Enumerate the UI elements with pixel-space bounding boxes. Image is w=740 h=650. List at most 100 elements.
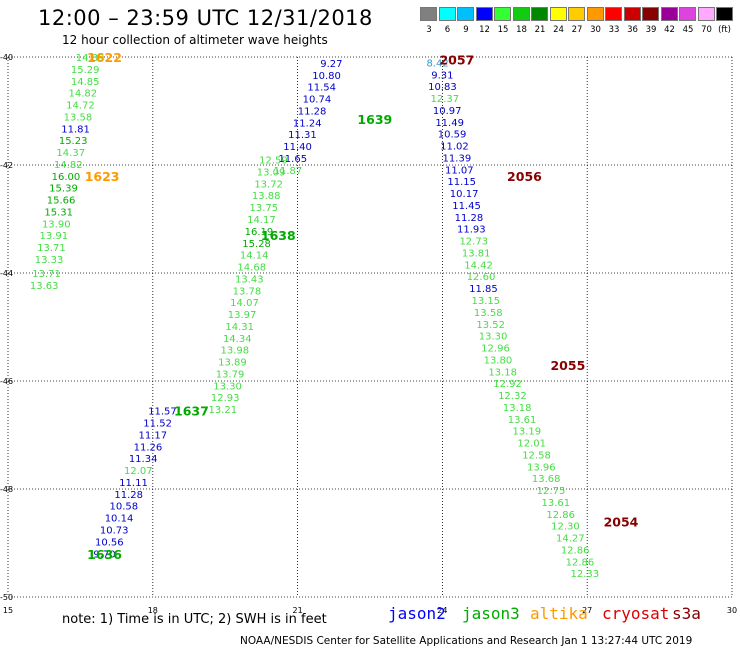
data-label: 11.54 xyxy=(307,83,336,94)
data-label: 13.18 xyxy=(488,367,517,378)
x-tick-label: 30 xyxy=(727,606,737,615)
satellite-jason2: jason2 xyxy=(388,604,446,623)
data-label: 15.31 xyxy=(44,207,73,218)
colorbar-swatch xyxy=(549,7,567,21)
data-label: 13.72 xyxy=(254,179,283,190)
data-label: 11.02 xyxy=(440,142,469,153)
colorbar-label: 30 xyxy=(590,25,601,35)
data-label: 11.28 xyxy=(114,490,143,501)
data-label: 15.29 xyxy=(71,65,100,76)
data-label: 11.93 xyxy=(457,225,486,236)
colorbar-unit: (ft) xyxy=(718,25,731,35)
data-label: 11.45 xyxy=(452,201,481,212)
data-label: 13.18 xyxy=(503,403,532,414)
data-label: 15.28 xyxy=(242,239,271,250)
data-label: 11.57 xyxy=(148,407,177,418)
data-label: 14.14 xyxy=(240,251,269,262)
pass-time-label: 2055 xyxy=(550,358,585,373)
data-label: 12.01 xyxy=(517,439,546,450)
colorbar-label: 33 xyxy=(608,25,620,35)
data-label: 12.73 xyxy=(459,237,488,248)
y-tick-label: -50 xyxy=(0,593,13,602)
data-label: 14.17 xyxy=(247,215,276,226)
data-label: 11.07 xyxy=(445,165,474,176)
x-tick-label: 21 xyxy=(293,606,303,615)
data-label: 12.59 xyxy=(259,156,288,167)
data-label: 14.82 xyxy=(54,160,83,171)
x-tick-label: 18 xyxy=(148,606,158,615)
data-label: 10.83 xyxy=(428,82,457,93)
data-label: 10.58 xyxy=(110,502,139,513)
pass-time-label: 1636 xyxy=(87,547,122,562)
data-label: 11.52 xyxy=(143,419,172,430)
data-label: 13.15 xyxy=(472,296,501,307)
data-label: 13.61 xyxy=(542,498,571,509)
data-label: 12.86 xyxy=(546,510,575,521)
pass-time-label: 1639 xyxy=(357,112,392,127)
data-label: 13.88 xyxy=(252,191,281,202)
pass-time-label: 2057 xyxy=(439,53,474,68)
satellite-s3a: s3a xyxy=(672,604,701,623)
data-label: 11.39 xyxy=(443,153,472,164)
data-label: 13.90 xyxy=(42,219,71,230)
data-label: 12.86 xyxy=(566,557,595,568)
data-label: 13.21 xyxy=(208,405,237,416)
data-label: 10.73 xyxy=(100,526,129,537)
data-label: 13.96 xyxy=(527,462,556,473)
data-label: 12.96 xyxy=(481,344,510,355)
data-label: 12.33 xyxy=(570,569,599,580)
data-label: 9.70 xyxy=(93,549,115,560)
data-label: 11.24 xyxy=(293,118,322,129)
data-label: 11.85 xyxy=(469,284,498,295)
colorbar-swatch xyxy=(438,7,456,21)
colorbar-swatch xyxy=(512,7,530,21)
data-label: 13.89 xyxy=(218,358,247,369)
colorbar-swatch xyxy=(586,7,604,21)
data-label: 10.97 xyxy=(433,106,462,117)
data-label: 13.63 xyxy=(30,281,59,292)
data-label: 8.42 xyxy=(426,58,448,69)
colorbar-label: 24 xyxy=(553,25,564,35)
colorbar-swatch xyxy=(642,7,659,21)
colorbar-label: 9 xyxy=(463,25,469,35)
x-tick-label: 15 xyxy=(3,606,13,615)
pass-time-label: 1637 xyxy=(174,404,209,419)
colorbar-label: 36 xyxy=(627,25,638,35)
pass-time-label: 2054 xyxy=(604,514,639,529)
y-tick-label: -48 xyxy=(0,485,13,494)
colorbar-swatch xyxy=(716,7,733,21)
data-label: 13.19 xyxy=(513,427,542,438)
data-label: 11.15 xyxy=(447,177,476,188)
data-label: 11.40 xyxy=(283,142,312,153)
colorbar-swatch xyxy=(420,7,437,21)
data-label: 11.28 xyxy=(298,106,327,117)
colorbar-label: 6 xyxy=(444,25,451,35)
data-label: 9.27 xyxy=(320,59,342,70)
data-label: 10.74 xyxy=(303,95,332,106)
satellite-altika: altika xyxy=(530,604,588,623)
x-tick-label: 24 xyxy=(437,606,447,615)
data-label: 13.58 xyxy=(64,112,93,123)
data-label: 12.93 xyxy=(211,393,240,404)
data-label: 13.61 xyxy=(508,415,537,426)
data-label: 13.68 xyxy=(532,474,561,485)
colorbar-label: 21 xyxy=(534,25,546,35)
data-label: 14.85 xyxy=(71,77,100,88)
colorbar-swatch xyxy=(660,7,678,21)
data-label: 13.52 xyxy=(476,320,505,331)
pass-time-label: 2056 xyxy=(507,169,542,184)
data-label: 11.34 xyxy=(129,454,158,465)
data-label: 13.75 xyxy=(249,203,278,214)
pass-time-label: 1638 xyxy=(261,228,296,243)
data-label: 10.80 xyxy=(312,71,341,82)
data-label: 16.19 xyxy=(245,227,274,238)
footer-credit: NOAA/NESDIS Center for Satellite Applica… xyxy=(240,635,693,647)
data-label: 14.07 xyxy=(230,298,259,309)
data-label: 11.31 xyxy=(288,130,317,141)
data-label: 14.37 xyxy=(56,148,85,159)
pass-time-label: 1623 xyxy=(85,169,120,184)
colorbar-label: 42 xyxy=(664,25,675,35)
data-label: 13.71 xyxy=(32,269,61,280)
data-label: 11.28 xyxy=(455,213,484,224)
chart-subtitle: 12 hour collection of altimeter wave hei… xyxy=(62,33,328,47)
